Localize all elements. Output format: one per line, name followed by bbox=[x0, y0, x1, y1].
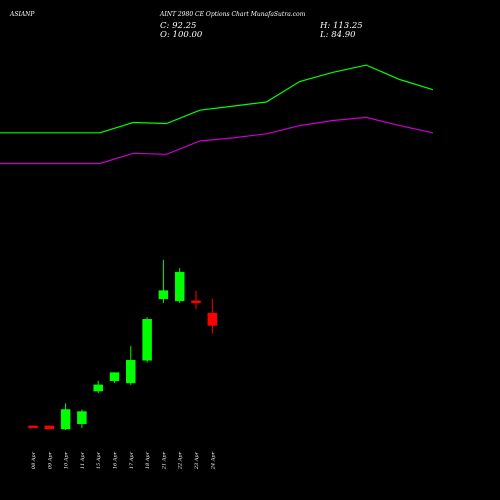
candle-body bbox=[93, 384, 103, 392]
candle-body bbox=[126, 360, 136, 384]
high-value: H: 113.25 bbox=[320, 21, 363, 31]
candle-body bbox=[44, 425, 55, 430]
x-tick-label: 08 Apr bbox=[31, 451, 37, 469]
x-tick-label: 18 Apr bbox=[145, 451, 151, 469]
x-tick-label: 23 Apr bbox=[194, 451, 200, 470]
candle-body bbox=[109, 372, 120, 382]
lower-band-line bbox=[0, 116, 434, 165]
candle-body bbox=[191, 300, 201, 304]
candle-body bbox=[158, 290, 169, 300]
x-tick-label: 16 Apr bbox=[113, 451, 119, 469]
low-value: L: 84.90 bbox=[320, 30, 356, 40]
x-tick-label: 21 Apr bbox=[161, 451, 167, 470]
candle-body bbox=[142, 319, 152, 361]
x-tick-label: 24 Apr bbox=[210, 451, 216, 470]
symbol-title: ASIANP bbox=[10, 11, 35, 18]
candle-body bbox=[77, 411, 87, 425]
x-tick-label: 17 Apr bbox=[129, 451, 135, 469]
x-tick-label: 15 Apr bbox=[96, 451, 102, 469]
open-value: O: 100.00 bbox=[160, 30, 203, 40]
candle-body bbox=[207, 312, 218, 326]
x-tick-label: 22 Apr bbox=[178, 451, 184, 470]
x-tick-label: 11 Apr bbox=[80, 451, 86, 469]
candle-body bbox=[60, 409, 71, 430]
upper-band-line bbox=[0, 64, 434, 134]
candle-body bbox=[28, 425, 38, 429]
x-tick-label: 10 Apr bbox=[64, 451, 70, 469]
close-value: C: 92.25 bbox=[160, 21, 197, 31]
x-tick-label: 09 Apr bbox=[47, 451, 53, 469]
candle-body bbox=[174, 271, 185, 302]
chart-title: AINT 2980 CE Options Chart MunafaSutra.c… bbox=[160, 11, 306, 18]
